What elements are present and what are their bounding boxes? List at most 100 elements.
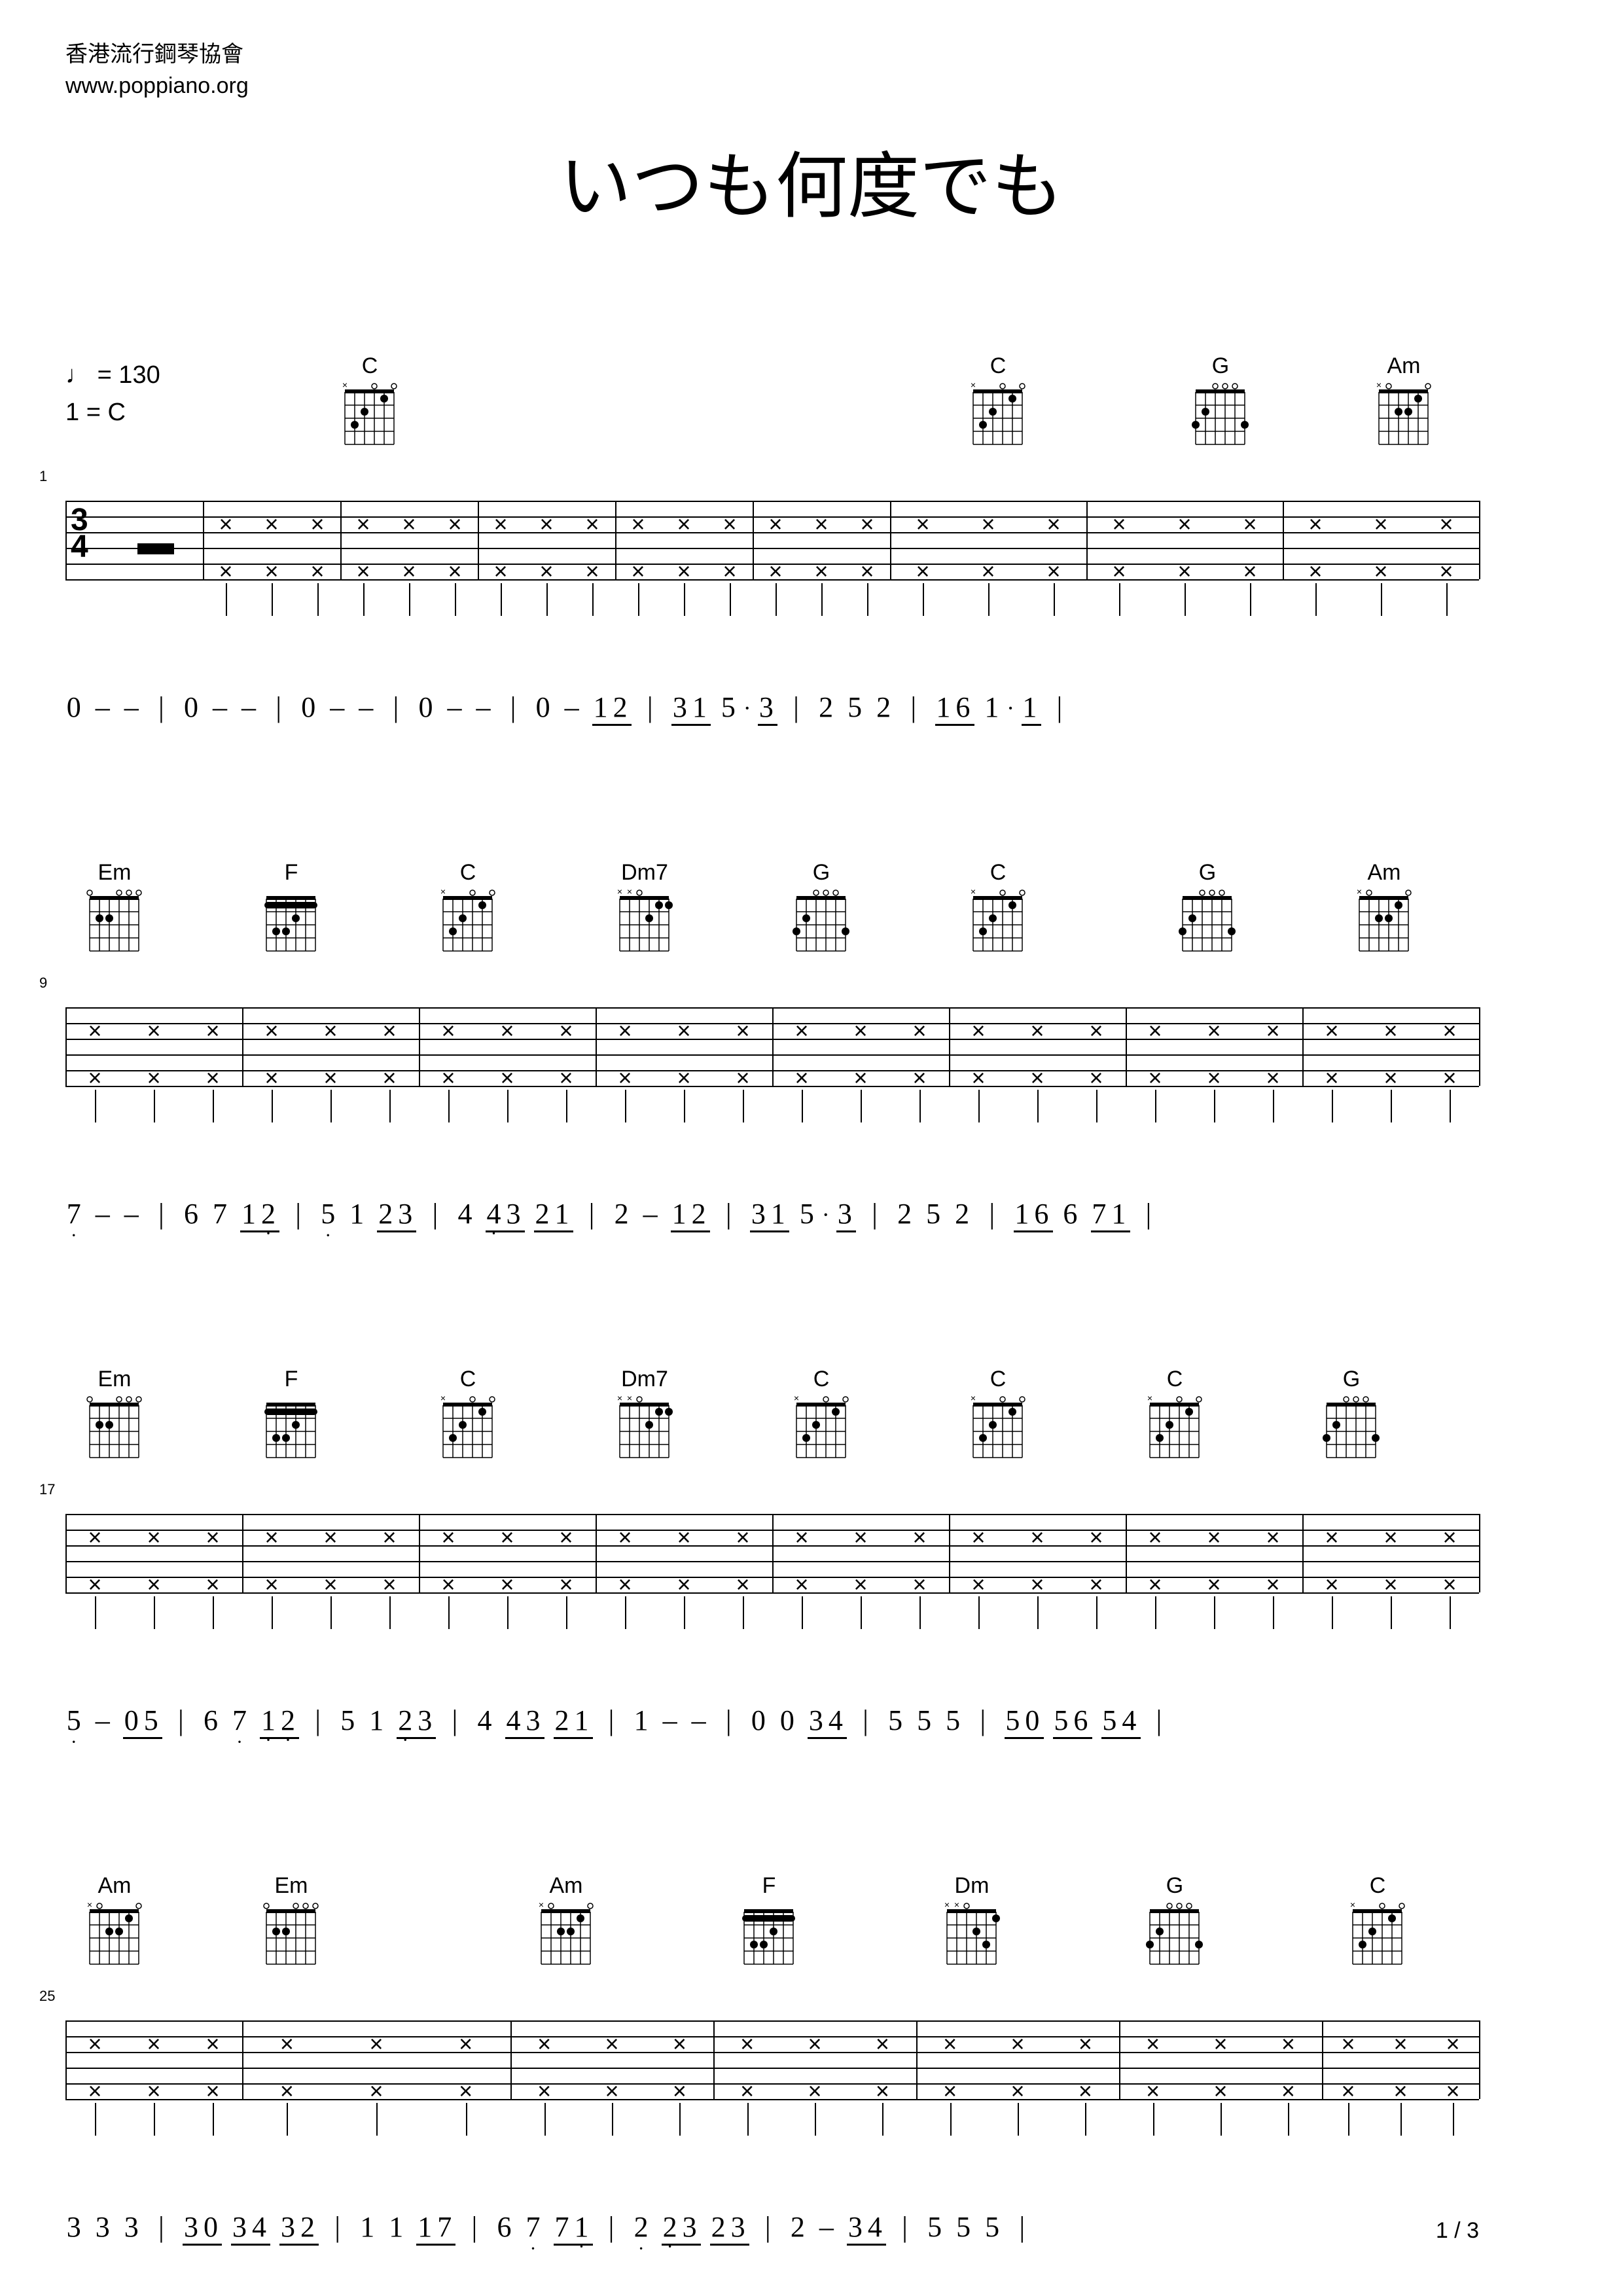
barline xyxy=(1126,1514,1127,1592)
strum-mark: × xyxy=(382,1064,396,1092)
barline xyxy=(1322,2020,1323,2099)
chord-slot: C × xyxy=(438,1367,497,1468)
chord-name: Em xyxy=(98,860,132,886)
stem xyxy=(1221,2103,1222,2136)
chord-slot: Am × xyxy=(1374,353,1433,455)
barline xyxy=(65,1514,67,1592)
barline xyxy=(596,1007,597,1086)
strum-mark: × xyxy=(860,558,874,585)
stem xyxy=(287,2103,288,2136)
chord-name: F xyxy=(285,1367,298,1392)
chord-name: G xyxy=(813,860,830,886)
chord-diagram xyxy=(1322,1396,1381,1468)
stem xyxy=(566,1090,567,1122)
page-number: 1 / 3 xyxy=(1436,2218,1479,2244)
strum-mark: × xyxy=(264,1064,278,1092)
stem xyxy=(154,1090,155,1122)
chord-diagram xyxy=(85,889,144,961)
rest: ▬ xyxy=(137,520,174,563)
strum-mark: × xyxy=(264,1017,278,1045)
barline xyxy=(890,501,891,579)
svg-text:×: × xyxy=(539,1903,544,1910)
strum-mark: × xyxy=(1010,2077,1024,2105)
stem xyxy=(867,583,868,616)
stem xyxy=(1348,2103,1349,2136)
strum-mark: × xyxy=(736,1064,749,1092)
strum-mark: × xyxy=(88,1571,101,1598)
chord-slot: Em xyxy=(85,1367,144,1468)
chord-slot: C × xyxy=(340,353,399,455)
barline xyxy=(1302,1007,1304,1086)
stem xyxy=(625,1596,626,1629)
strum-mark: × xyxy=(441,1524,455,1551)
chord-slot: C × xyxy=(969,860,1027,961)
strum-mark: × xyxy=(356,511,370,538)
stem xyxy=(861,1090,862,1122)
strum-mark: × xyxy=(1393,2077,1407,2105)
strum-mark: × xyxy=(88,2030,101,2058)
chord-slot: G xyxy=(792,860,851,961)
strum-mark: × xyxy=(1325,1064,1338,1092)
barline xyxy=(419,1514,420,1592)
strum-mark: × xyxy=(1393,2030,1407,2058)
chord-name: C xyxy=(990,860,1007,886)
strum-mark: × xyxy=(1325,1571,1338,1598)
strum-mark: × xyxy=(402,558,416,585)
stem xyxy=(1332,1090,1333,1122)
strum-mark: × xyxy=(677,1017,690,1045)
stem xyxy=(1085,2103,1086,2136)
svg-text:×: × xyxy=(627,1396,632,1403)
strum-mark: × xyxy=(1089,1571,1103,1598)
stem xyxy=(1214,1090,1215,1122)
barline xyxy=(1479,2020,1480,2099)
stem xyxy=(448,1596,450,1629)
strum-mark: × xyxy=(1146,2030,1160,2058)
strum-mark: × xyxy=(943,2030,957,2058)
strum-mark: × xyxy=(618,1524,632,1551)
chord-diagram xyxy=(1145,1903,1204,1975)
system: Am × Em Am × F Dm ×× G C × 25×××××××××××… xyxy=(65,1857,1558,2246)
strum-mark: × xyxy=(459,2077,473,2105)
strum-mark: × xyxy=(768,558,782,585)
strum-mark: × xyxy=(814,558,828,585)
strum-mark: × xyxy=(1374,511,1387,538)
strum-mark: × xyxy=(1442,1524,1456,1551)
strum-mark: × xyxy=(1207,1017,1221,1045)
strum-mark: × xyxy=(1207,1064,1221,1092)
strum-mark: × xyxy=(736,1571,749,1598)
strum-mark: × xyxy=(382,1571,396,1598)
strum-mark: × xyxy=(971,1064,985,1092)
barline xyxy=(1086,501,1088,579)
stem xyxy=(95,1090,96,1122)
strum-mark: × xyxy=(853,1017,867,1045)
barline xyxy=(1283,501,1284,579)
chord-name: C xyxy=(1370,1873,1386,1899)
stem xyxy=(1315,583,1317,616)
chord-slot: Em xyxy=(85,860,144,961)
strum-mark: × xyxy=(1442,1571,1456,1598)
strum-mark: × xyxy=(768,511,782,538)
strum-mark: × xyxy=(1439,511,1453,538)
chord-slot: C × xyxy=(792,1367,851,1468)
stem xyxy=(730,583,731,616)
staff-area: 17××××××××××××××××××××××××××××××××××××××… xyxy=(65,1481,1479,1677)
chord-name: Em xyxy=(275,1873,308,1899)
strum-mark: × xyxy=(943,2077,957,2105)
stem xyxy=(1273,1090,1274,1122)
chord-slot: F xyxy=(262,1367,321,1468)
stem xyxy=(1332,1596,1333,1629)
stem xyxy=(1453,2103,1454,2136)
strum-mark: × xyxy=(1089,1017,1103,1045)
chord-slot: G xyxy=(1191,353,1250,455)
chord-slot: C × xyxy=(1348,1873,1407,1975)
jianpu-line: 5 – 05 | 6 7 12 | 5 1 23 | 4 43 21 | 1 –… xyxy=(65,1704,1558,1739)
strum-mark: × xyxy=(88,1524,101,1551)
strum-mark: × xyxy=(1341,2077,1355,2105)
stem xyxy=(612,2103,613,2136)
stem xyxy=(1400,2103,1402,2136)
stem xyxy=(1288,2103,1289,2136)
strum-mark: × xyxy=(1030,1524,1044,1551)
stem xyxy=(978,1596,980,1629)
strum-mark: × xyxy=(88,1064,101,1092)
chord-slot: Am × xyxy=(537,1873,596,1975)
